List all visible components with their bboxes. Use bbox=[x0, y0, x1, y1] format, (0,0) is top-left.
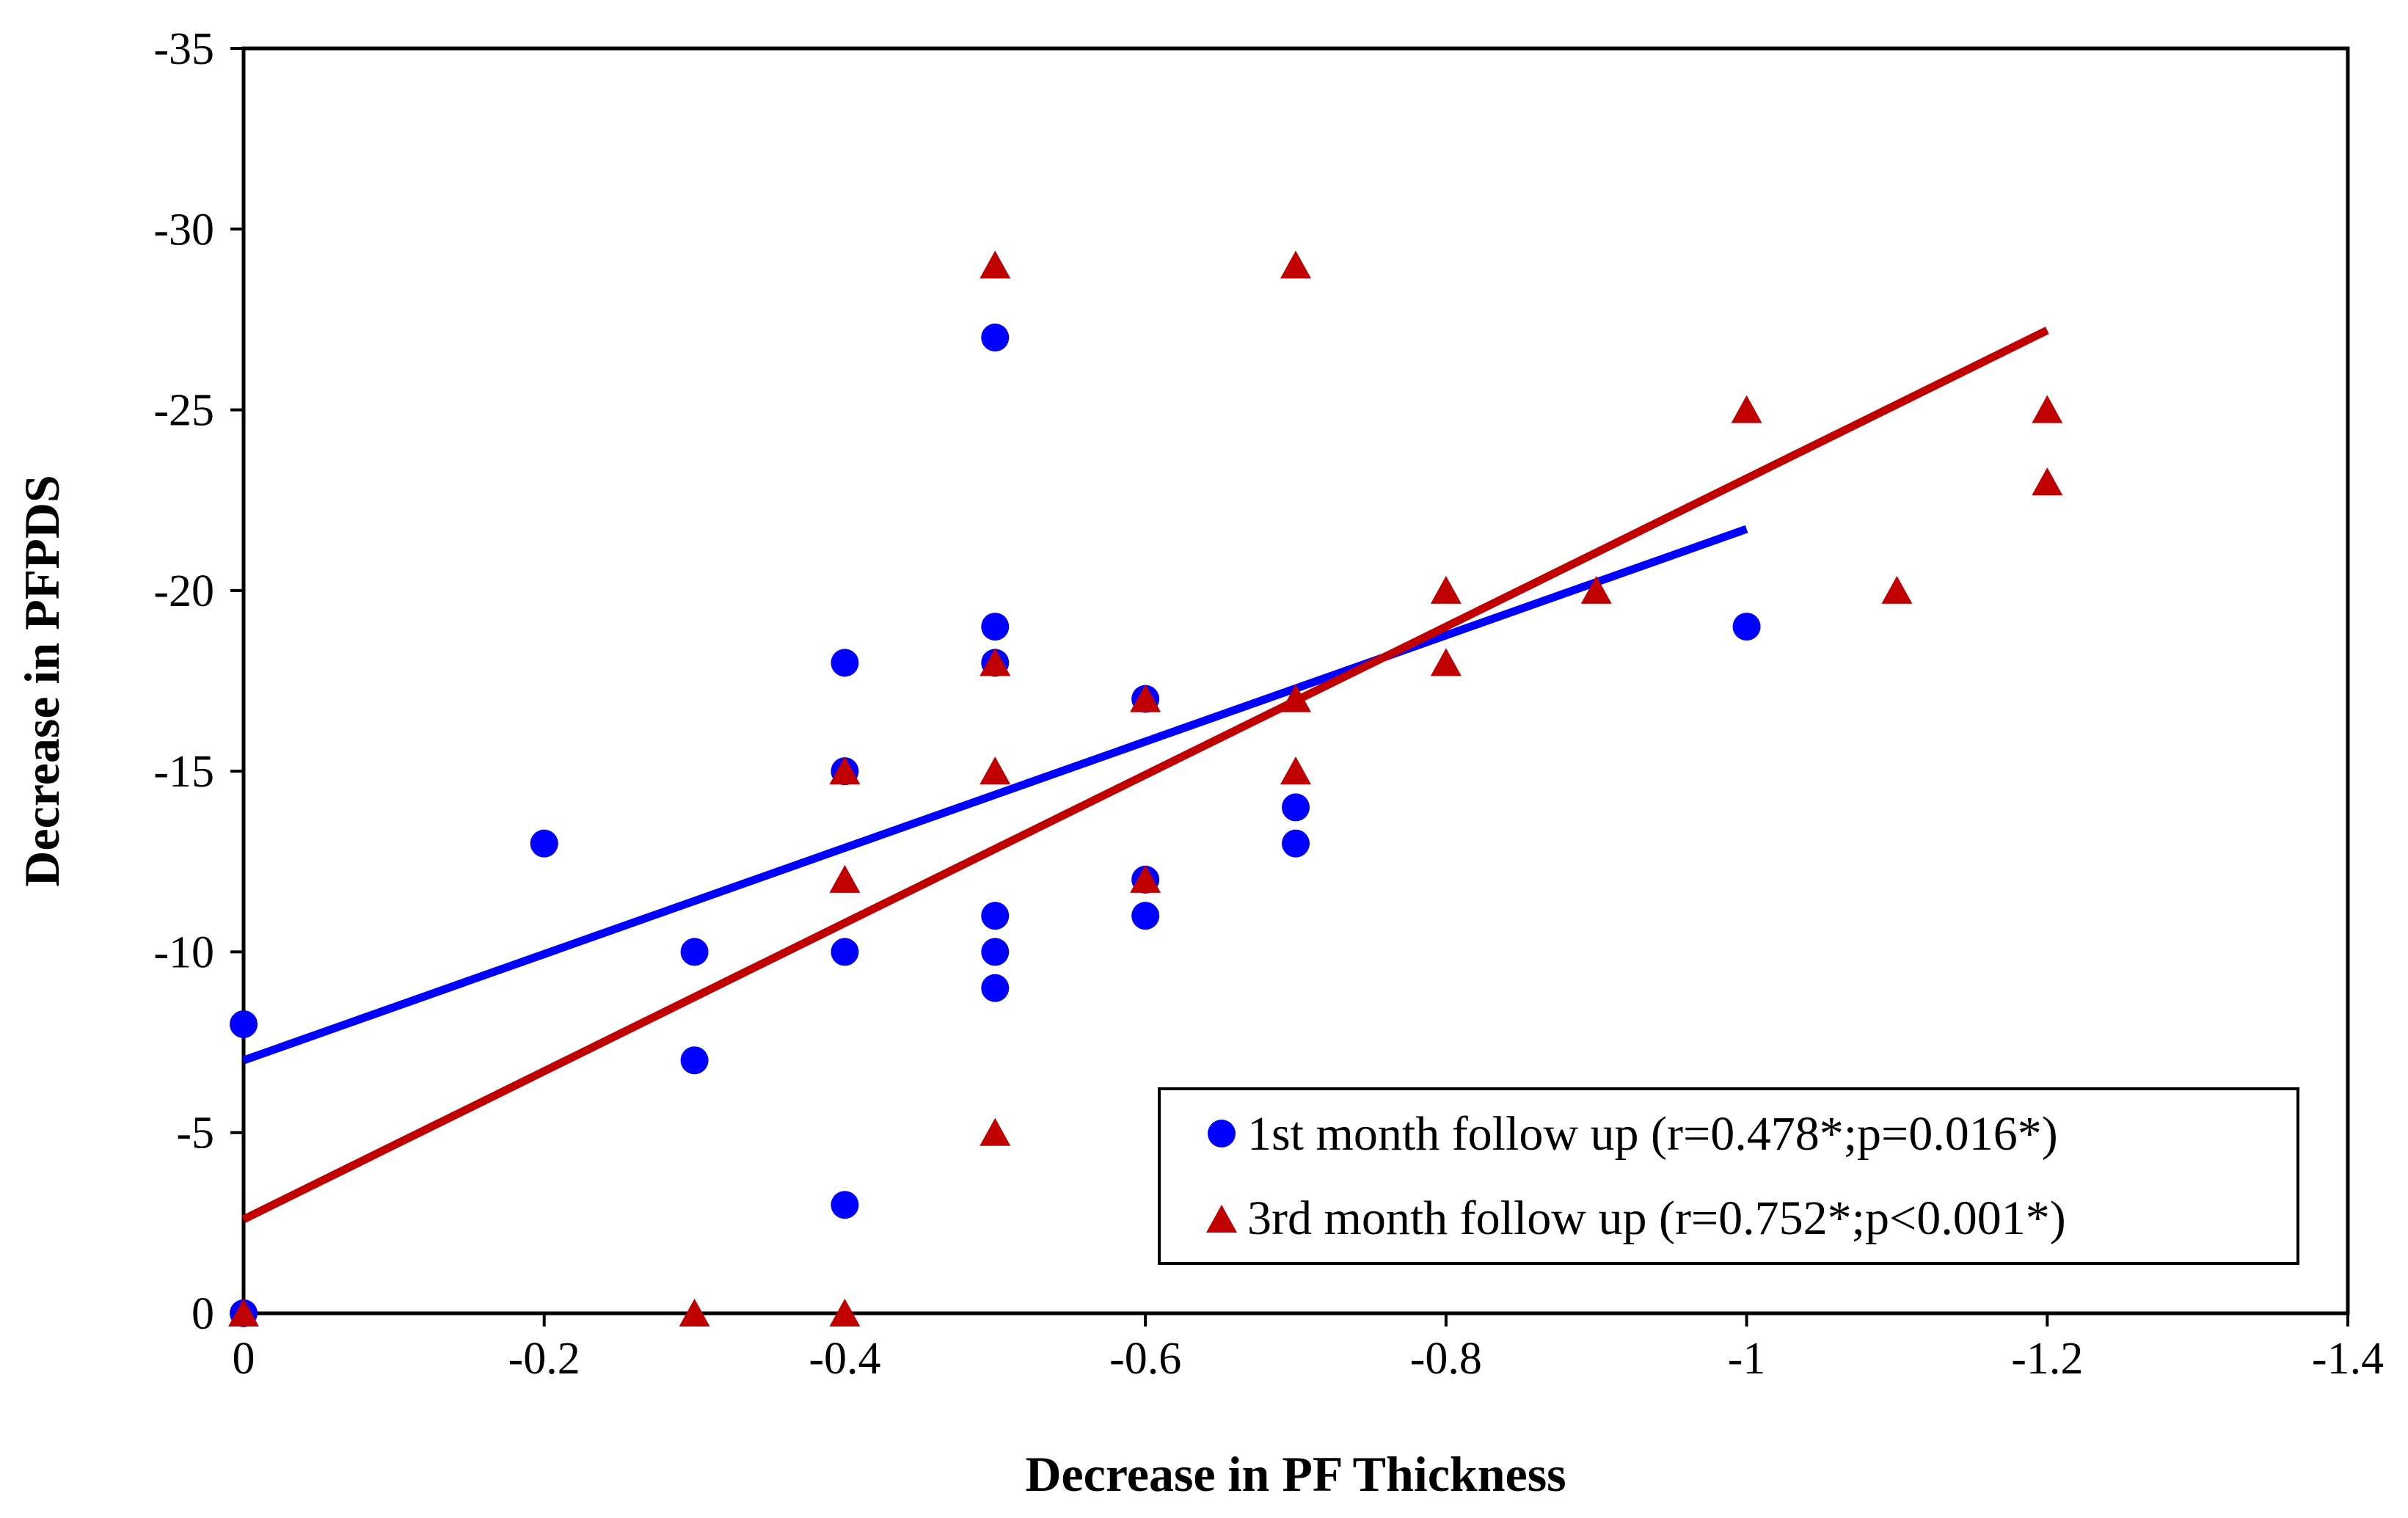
data-point-1st-month bbox=[831, 649, 859, 677]
data-point-3rd-month bbox=[829, 756, 861, 785]
data-point-3rd-month bbox=[1130, 864, 1161, 893]
data-point-1st-month bbox=[831, 938, 859, 966]
y-axis-title: Decrease in PFPDS bbox=[14, 475, 70, 887]
data-point-3rd-month bbox=[1280, 756, 1311, 785]
trendlines bbox=[241, 326, 2049, 1223]
y-axis-ticks: 0 -5 -10 -15 -20 -25 -30 -35 bbox=[153, 24, 244, 1339]
legend-box bbox=[1158, 1087, 2299, 1265]
data-point-1st-month bbox=[530, 829, 558, 858]
data-point-1st-month bbox=[680, 1046, 709, 1075]
data-point-3rd-month bbox=[1881, 575, 1913, 604]
y-tick-label: -30 bbox=[153, 205, 214, 255]
data-point-3rd-month bbox=[1430, 575, 1462, 604]
y-tick-label: 0 bbox=[191, 1289, 214, 1339]
data-point-1st-month bbox=[1131, 902, 1160, 930]
legend: 1st month follow up (r=0.478*;p=0.016*) … bbox=[1158, 1087, 2299, 1265]
x-axis-title: Decrease in PF Thickness bbox=[1025, 1446, 1566, 1502]
x-axis-ticks: 0 -0.2 -0.4 -0.6 -0.8 -1 -1.2 -1.4 bbox=[233, 1313, 2384, 1384]
data-point-1st-month bbox=[831, 1191, 859, 1219]
data-point-1st-month bbox=[981, 613, 1010, 641]
data-point-1st-month bbox=[981, 938, 1010, 966]
y-tick-label: -35 bbox=[153, 24, 214, 74]
data-point-1st-month bbox=[230, 1010, 258, 1038]
x-tick-label: 0 bbox=[233, 1334, 255, 1384]
data-point-1st-month bbox=[981, 324, 1010, 352]
data-point-1st-month bbox=[1732, 613, 1761, 641]
data-point-3rd-month bbox=[1731, 395, 1762, 423]
x-tick-label: -1.4 bbox=[2312, 1334, 2384, 1384]
data-point-3rd-month bbox=[2032, 467, 2063, 496]
y-tick-label: -20 bbox=[153, 566, 214, 616]
data-point-3rd-month bbox=[979, 756, 1011, 785]
data-point-3rd-month bbox=[1130, 684, 1161, 712]
data-point-3rd-month bbox=[1280, 250, 1311, 279]
data-point-3rd-month bbox=[2032, 395, 2063, 423]
data-point-3rd-month bbox=[979, 648, 1011, 676]
data-point-3rd-month bbox=[829, 864, 861, 893]
y-tick-label: -10 bbox=[153, 927, 214, 977]
data-point-1st-month bbox=[981, 902, 1010, 930]
y-tick-label: -5 bbox=[176, 1109, 214, 1158]
legend-label-1st-month: 1st month follow up (r=0.478*;p=0.016*) bbox=[1247, 1107, 2058, 1161]
data-point-3rd-month bbox=[1430, 648, 1462, 676]
data-point-3rd-month bbox=[679, 1299, 710, 1327]
data-point-3rd-month bbox=[979, 250, 1011, 279]
x-tick-label: -0.8 bbox=[1410, 1334, 1482, 1384]
y-tick-label: -15 bbox=[153, 747, 214, 797]
data-point-3rd-month bbox=[1280, 684, 1311, 712]
data-point-3rd-month bbox=[1580, 575, 1612, 604]
data-point-3rd-month bbox=[829, 1299, 861, 1327]
x-tick-label: -1.2 bbox=[2011, 1334, 2083, 1384]
data-point-1st-month bbox=[1282, 793, 1310, 822]
trendline-1st-month bbox=[242, 525, 1748, 1065]
data-points bbox=[228, 250, 2063, 1327]
x-tick-label: -1 bbox=[1728, 1334, 1766, 1384]
legend-label-3rd-month: 3rd month follow up (r=0.752*;p<0.001*) bbox=[1247, 1192, 2066, 1245]
data-point-3rd-month bbox=[228, 1299, 259, 1327]
legend-marker-3rd-month bbox=[1206, 1205, 1237, 1233]
data-point-3rd-month bbox=[979, 1117, 1011, 1146]
data-point-1st-month bbox=[1282, 829, 1310, 858]
x-tick-label: -0.4 bbox=[809, 1334, 880, 1384]
data-point-1st-month bbox=[981, 974, 1010, 1002]
y-tick-label: -25 bbox=[153, 386, 214, 436]
legend-circle-marker bbox=[1208, 1120, 1236, 1147]
legend-marker-1st-month bbox=[1208, 1120, 1236, 1147]
x-tick-label: -0.2 bbox=[508, 1334, 580, 1384]
trendline-3rd-month bbox=[241, 326, 2049, 1223]
x-tick-label: -0.6 bbox=[1109, 1334, 1181, 1384]
legend-triangle-marker bbox=[1206, 1205, 1237, 1233]
data-point-1st-month bbox=[680, 938, 709, 966]
